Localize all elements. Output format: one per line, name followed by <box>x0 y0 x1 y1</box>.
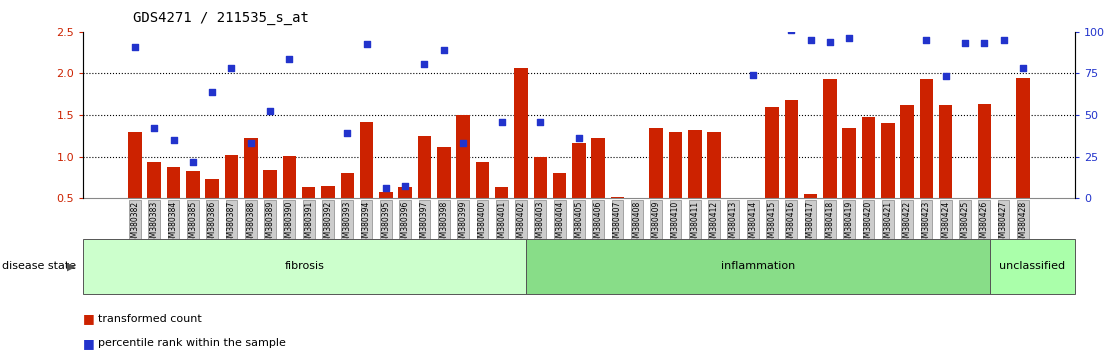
Text: unclassified: unclassified <box>999 261 1066 272</box>
Bar <box>534 156 547 198</box>
Bar <box>842 127 856 198</box>
Point <box>242 141 259 146</box>
Point <box>802 38 820 43</box>
Bar <box>862 117 875 198</box>
Bar <box>399 187 412 198</box>
Point <box>1014 65 1032 70</box>
Point <box>203 89 220 95</box>
Bar <box>264 170 277 198</box>
Bar <box>301 187 316 198</box>
Bar <box>649 127 663 198</box>
Point <box>145 126 163 131</box>
Bar <box>475 162 489 198</box>
Point <box>261 108 279 114</box>
Text: GDS4271 / 211535_s_at: GDS4271 / 211535_s_at <box>133 11 309 25</box>
Bar <box>225 155 238 198</box>
Bar <box>803 194 818 198</box>
Bar <box>901 105 914 198</box>
Text: inflammation: inflammation <box>721 261 796 272</box>
Bar <box>205 179 219 198</box>
Text: disease state: disease state <box>2 261 76 272</box>
Point <box>840 35 858 40</box>
Text: fibrosis: fibrosis <box>285 261 325 272</box>
Point <box>165 137 183 143</box>
Point <box>416 62 433 67</box>
Point <box>377 185 394 191</box>
Point <box>821 39 839 45</box>
Bar <box>572 143 586 198</box>
Point <box>126 44 144 50</box>
Bar <box>958 198 972 219</box>
Bar <box>881 124 894 198</box>
Point <box>280 57 298 62</box>
Point <box>184 160 202 165</box>
Bar <box>321 186 335 198</box>
Point <box>956 40 974 46</box>
Bar <box>495 187 509 198</box>
Bar <box>186 171 199 198</box>
Bar <box>167 167 181 198</box>
Bar <box>784 100 798 198</box>
Text: transformed count: transformed count <box>98 314 202 324</box>
Text: percentile rank within the sample: percentile rank within the sample <box>98 338 286 348</box>
Bar <box>283 156 296 198</box>
Point <box>975 40 993 46</box>
Bar <box>977 104 991 198</box>
Bar <box>437 147 451 198</box>
Bar <box>456 115 470 198</box>
Point <box>570 135 587 140</box>
Bar <box>340 173 355 198</box>
Point <box>338 131 356 136</box>
Point <box>493 119 511 125</box>
Point <box>397 183 414 189</box>
Bar <box>514 68 527 198</box>
Text: ▶: ▶ <box>66 261 75 272</box>
Text: ■: ■ <box>83 312 95 325</box>
Bar <box>129 132 142 198</box>
Point <box>995 38 1013 43</box>
Bar <box>746 198 759 204</box>
Bar <box>938 105 953 198</box>
Point <box>937 73 955 79</box>
Bar <box>553 173 566 198</box>
Bar <box>1016 78 1029 198</box>
Bar <box>707 132 721 198</box>
Bar <box>766 107 779 198</box>
Bar <box>823 79 837 198</box>
Bar <box>997 198 1010 221</box>
Bar <box>688 130 701 198</box>
Bar <box>669 132 683 198</box>
Bar <box>592 138 605 198</box>
Point <box>454 141 472 146</box>
Bar <box>727 198 740 222</box>
Bar <box>244 137 257 198</box>
Bar <box>920 79 933 198</box>
Bar <box>611 196 624 198</box>
Bar <box>630 198 644 219</box>
Point <box>532 119 550 125</box>
Point <box>358 41 376 46</box>
Bar <box>379 192 392 198</box>
Point <box>763 24 781 30</box>
Text: ■: ■ <box>83 337 95 350</box>
Bar <box>360 122 373 198</box>
Bar <box>418 136 431 198</box>
Point <box>743 72 761 78</box>
Point <box>782 27 800 33</box>
Point <box>917 38 935 43</box>
Point <box>435 47 453 53</box>
Bar <box>147 162 161 198</box>
Point <box>223 65 240 71</box>
